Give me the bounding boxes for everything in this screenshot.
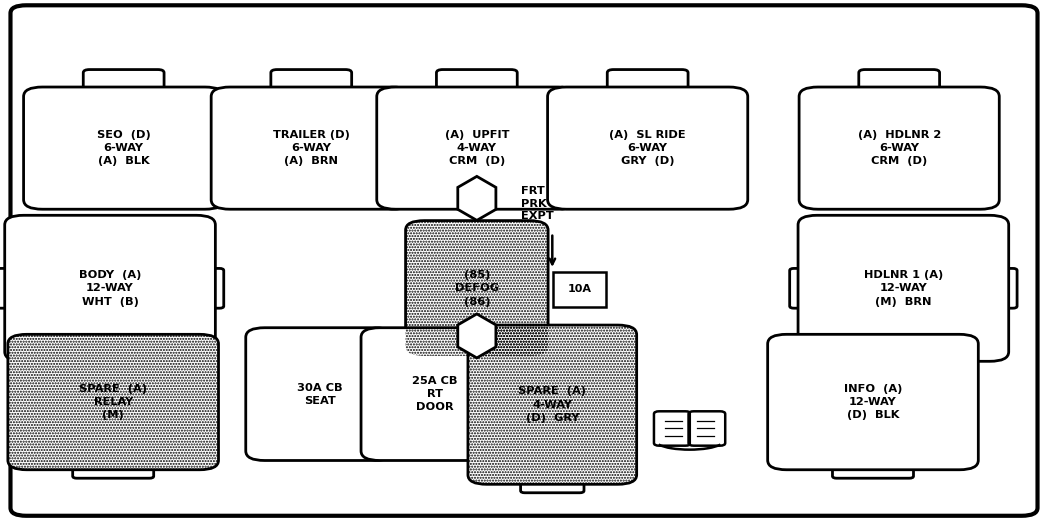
FancyBboxPatch shape bbox=[789, 268, 822, 308]
FancyBboxPatch shape bbox=[83, 69, 165, 99]
FancyBboxPatch shape bbox=[521, 469, 584, 493]
FancyBboxPatch shape bbox=[270, 69, 352, 99]
FancyBboxPatch shape bbox=[245, 327, 394, 460]
Text: HDLNR 1 (A)
12-WAY
(M)  BRN: HDLNR 1 (A) 12-WAY (M) BRN bbox=[864, 270, 943, 306]
FancyBboxPatch shape bbox=[858, 69, 940, 99]
Polygon shape bbox=[458, 314, 496, 358]
Text: SEO  (D)
6-WAY
(A)  BLK: SEO (D) 6-WAY (A) BLK bbox=[96, 130, 151, 166]
FancyBboxPatch shape bbox=[72, 454, 154, 478]
Text: INFO  (A)
12-WAY
(D)  BLK: INFO (A) 12-WAY (D) BLK bbox=[844, 384, 902, 420]
Text: TRAILER (D)
6-WAY
(A)  BRN: TRAILER (D) 6-WAY (A) BRN bbox=[272, 130, 350, 166]
Text: 30A CB
SEAT: 30A CB SEAT bbox=[297, 382, 343, 406]
Bar bbox=[553, 272, 606, 306]
FancyBboxPatch shape bbox=[4, 215, 216, 361]
Text: (A)  UPFIT
4-WAY
CRM  (D): (A) UPFIT 4-WAY CRM (D) bbox=[444, 130, 509, 166]
Text: 25A CB
RT
DOOR: 25A CB RT DOOR bbox=[412, 376, 458, 412]
Text: (A)  HDLNR 2
6-WAY
CRM  (D): (A) HDLNR 2 6-WAY CRM (D) bbox=[857, 130, 941, 166]
Text: BODY  (A)
12-WAY
WHT  (B): BODY (A) 12-WAY WHT (B) bbox=[79, 270, 141, 306]
Polygon shape bbox=[458, 176, 496, 221]
FancyBboxPatch shape bbox=[654, 412, 691, 445]
FancyBboxPatch shape bbox=[361, 327, 508, 460]
Text: FRT
PRK
EXPT: FRT PRK EXPT bbox=[521, 186, 553, 221]
Text: (A)  SL RIDE
6-WAY
GRY  (D): (A) SL RIDE 6-WAY GRY (D) bbox=[609, 130, 686, 166]
Text: (85)
DEFOG
(86): (85) DEFOG (86) bbox=[455, 270, 499, 306]
FancyBboxPatch shape bbox=[985, 268, 1017, 308]
FancyBboxPatch shape bbox=[767, 334, 979, 470]
FancyBboxPatch shape bbox=[0, 268, 27, 308]
FancyBboxPatch shape bbox=[832, 454, 914, 478]
FancyBboxPatch shape bbox=[406, 221, 548, 356]
FancyBboxPatch shape bbox=[467, 325, 637, 485]
FancyBboxPatch shape bbox=[689, 412, 725, 445]
FancyBboxPatch shape bbox=[23, 87, 224, 209]
FancyBboxPatch shape bbox=[547, 87, 748, 209]
FancyBboxPatch shape bbox=[7, 334, 218, 470]
FancyBboxPatch shape bbox=[607, 69, 689, 99]
FancyBboxPatch shape bbox=[436, 69, 518, 99]
FancyBboxPatch shape bbox=[10, 5, 1038, 516]
Text: 10A: 10A bbox=[568, 285, 591, 294]
FancyBboxPatch shape bbox=[193, 268, 224, 308]
Text: SPARE  (A)
4-WAY
(D)  GRY: SPARE (A) 4-WAY (D) GRY bbox=[519, 387, 586, 423]
Text: SPARE  (A)
RELAY
(M): SPARE (A) RELAY (M) bbox=[80, 384, 147, 420]
FancyBboxPatch shape bbox=[211, 87, 411, 209]
FancyBboxPatch shape bbox=[798, 215, 1008, 361]
FancyBboxPatch shape bbox=[377, 87, 576, 209]
FancyBboxPatch shape bbox=[799, 87, 1000, 209]
